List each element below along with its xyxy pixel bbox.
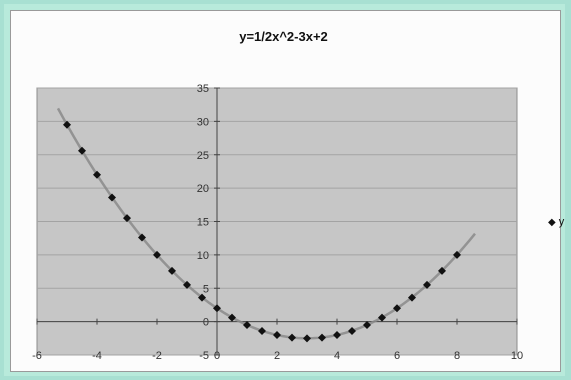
y-tick-label: 25 xyxy=(197,150,209,162)
data-point xyxy=(348,326,356,335)
data-point xyxy=(318,333,326,342)
data-point xyxy=(183,280,191,289)
x-tick-label: 6 xyxy=(394,350,400,362)
data-point xyxy=(243,320,251,329)
y-tick-label: 15 xyxy=(197,217,209,229)
y-tick-label: 0 xyxy=(203,317,209,329)
data-point xyxy=(213,304,221,313)
y-tick-label: 10 xyxy=(197,250,209,262)
x-tick-label: -4 xyxy=(92,350,102,362)
data-point xyxy=(453,250,461,259)
data-point xyxy=(93,170,101,179)
data-point xyxy=(153,250,161,259)
data-point xyxy=(123,214,131,223)
data-point xyxy=(303,334,311,343)
x-tick-label: -2 xyxy=(152,350,162,362)
data-point xyxy=(378,313,386,322)
chart-frame: y=1/2x^2-3x+2 -5 0 5 10 15 20 25 30 35 -6 -4 -2 0 2 4 6… xyxy=(4,4,565,376)
data-point xyxy=(198,293,206,302)
legend: ◆ y xyxy=(548,216,564,228)
data-point xyxy=(228,313,236,322)
x-tick-label: 8 xyxy=(454,350,460,362)
x-tick-label: 2 xyxy=(274,350,280,362)
x-tick-label: 0 xyxy=(214,350,220,362)
data-point xyxy=(78,146,86,155)
x-tick-label: -6 xyxy=(32,350,42,362)
chart-title: y=1/2x^2-3x+2 xyxy=(239,29,328,44)
chart-area: y=1/2x^2-3x+2 -5 0 5 10 15 20 25 30 35 -6 -4 -2 0 2 4 6… xyxy=(10,10,564,372)
data-point xyxy=(363,320,371,329)
data-point xyxy=(273,330,281,339)
data-point xyxy=(108,193,116,202)
data-point xyxy=(138,233,146,242)
legend-label: y xyxy=(558,216,565,228)
x-tick-label: 10 xyxy=(511,350,523,362)
data-point xyxy=(408,293,416,302)
legend-marker-diamond-icon: ◆ xyxy=(548,217,556,228)
plot-svg: -5 0 5 10 15 20 25 30 35 -6 -4 -2 0 2 4 6 8 10 xyxy=(32,83,523,362)
y-tick-label: 5 xyxy=(203,283,209,295)
data-point xyxy=(393,304,401,313)
data-point xyxy=(423,280,431,289)
y-tick-label: 30 xyxy=(197,116,209,128)
y-tick-label: 20 xyxy=(197,183,209,195)
data-point xyxy=(168,266,176,275)
data-point xyxy=(63,120,71,129)
data-point xyxy=(288,333,296,342)
y-tick-label: -5 xyxy=(199,350,209,362)
y-tick-label: 35 xyxy=(197,83,209,95)
x-tick-label: 4 xyxy=(334,350,340,362)
data-point xyxy=(438,266,446,275)
data-point xyxy=(333,330,341,339)
data-point xyxy=(258,326,266,335)
